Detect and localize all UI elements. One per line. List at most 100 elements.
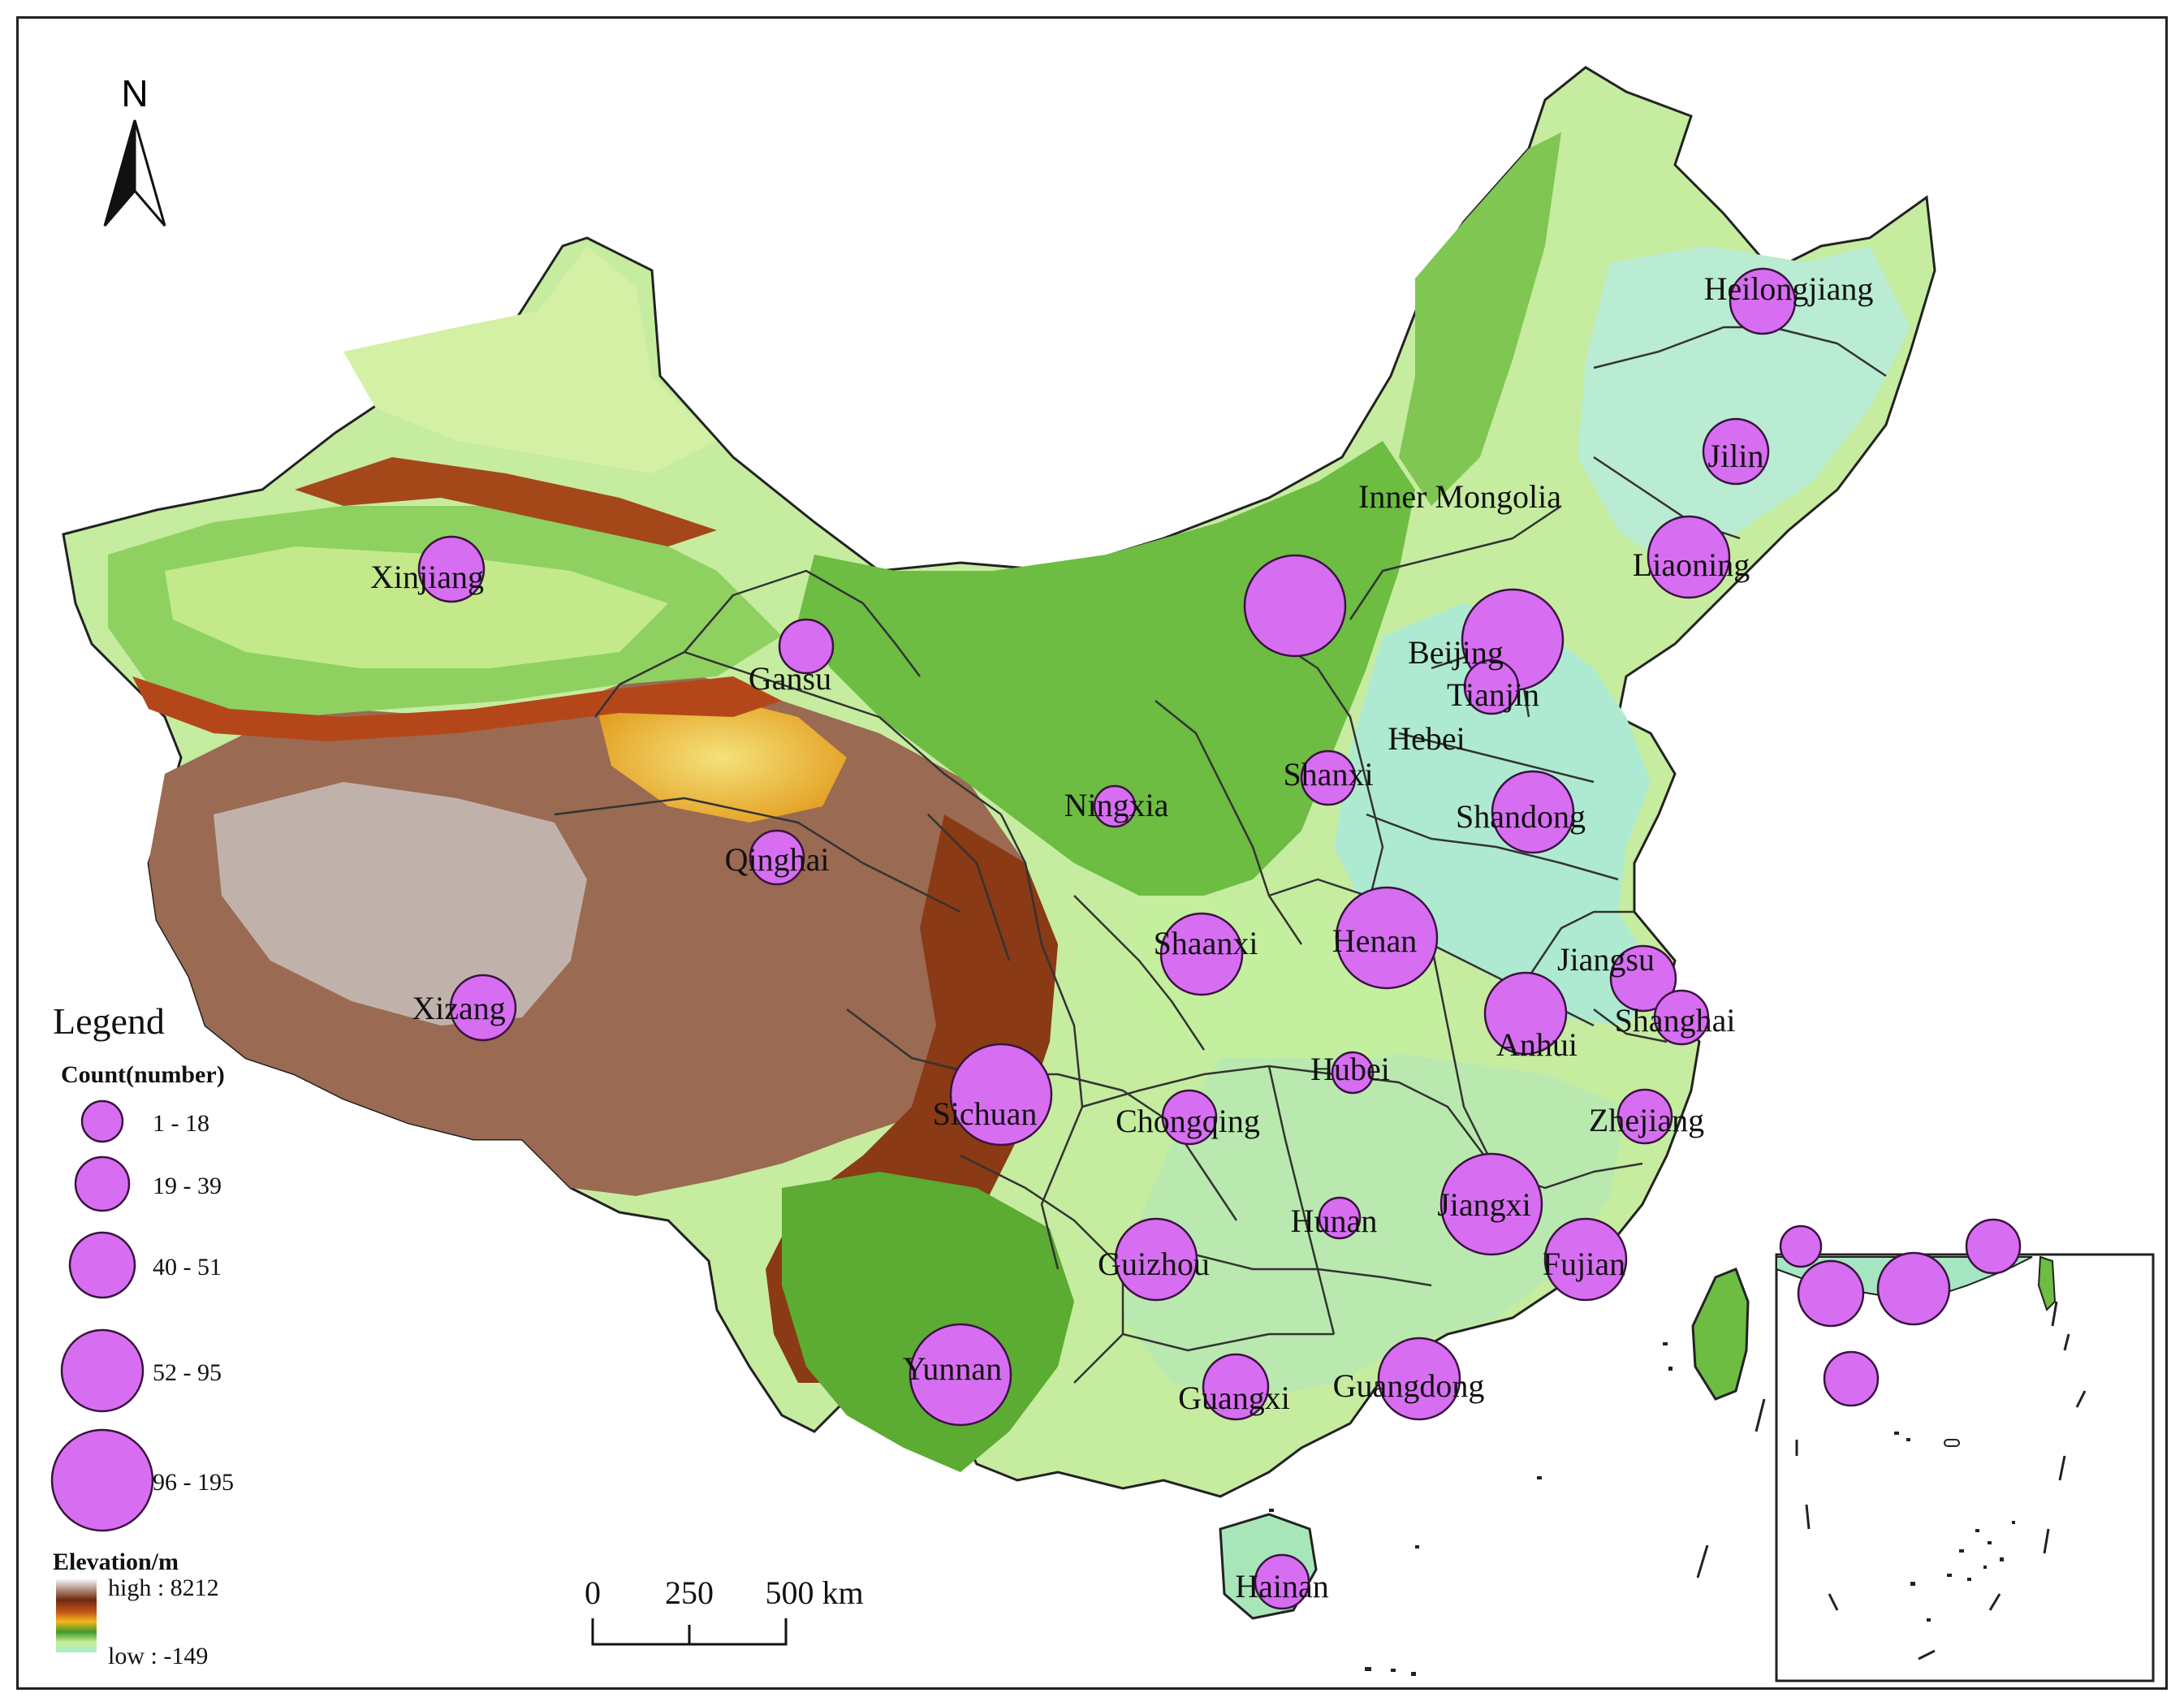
count-symbol-liaoning [1647, 515, 1731, 599]
south-plain-terrain [1123, 1042, 1626, 1399]
tibet-snow-terrain [214, 782, 587, 1026]
count-symbol-jiangxi [1439, 1152, 1543, 1256]
legend-symbol-class-2 [74, 1155, 131, 1212]
province-label-hebei: Hebei [1388, 720, 1465, 757]
province-label-xizang: Xizang [412, 990, 506, 1026]
province-label-tianjin: Tianjin [1447, 676, 1539, 713]
count-symbol-shanghai [1653, 989, 1710, 1046]
count-symbol-anhui [1483, 971, 1568, 1056]
legend-symbol-class-5 [50, 1428, 154, 1532]
count-title: Count(number) [61, 1061, 225, 1088]
count-symbol-guangxi [1202, 1353, 1270, 1421]
province-label-heilongjiang: Heilongjiang [1704, 270, 1874, 307]
count-symbol-chongqing [1161, 1089, 1218, 1146]
province-label-jilin: Jilin [1708, 438, 1764, 474]
north-mountain-terrain [798, 441, 1415, 896]
province-label-anhui: Anhui [1496, 1026, 1578, 1063]
province-labels-layer: Heilongjiang Jilin Inner Mongolia Liaoning X… [370, 270, 1873, 1605]
legend: Legend Count(number) 1 - 18 19 - 39 40 - 5… [50, 1000, 234, 1669]
tianshan-ridge-terrain [295, 457, 717, 546]
scale-bar-line [591, 1618, 788, 1646]
province-label-shanghai: Shanghai [1615, 1002, 1736, 1039]
count-symbol-shaanxi [1159, 912, 1244, 996]
elevation-low-label: low : -149 [108, 1643, 208, 1669]
province-label-shaanxi: Shaanxi [1154, 925, 1258, 961]
count-symbol-sichuan [949, 1043, 1053, 1147]
province-label-chongqing: Chongqing [1116, 1103, 1260, 1139]
scale-tick-500: 500 km [765, 1574, 863, 1611]
taiwan-island [1691, 1268, 1750, 1401]
count-symbol-jilin [1702, 417, 1770, 486]
inset-count-symbol [1797, 1259, 1865, 1328]
scale-tick-0: 0 [585, 1574, 601, 1611]
legend-label-class-1: 1 - 18 [153, 1110, 209, 1137]
province-label-ningxia: Ningxia [1064, 787, 1169, 823]
count-symbol-guangdong [1377, 1337, 1461, 1421]
scale-tick-250: 250 [665, 1574, 714, 1611]
count-symbol-henan [1335, 886, 1439, 990]
province-label-hubei: Hubei [1310, 1051, 1390, 1087]
count-symbol-fujian [1543, 1217, 1628, 1302]
elevation-color-ramp [56, 1579, 97, 1652]
province-label-gansu: Gansu [749, 660, 831, 697]
count-symbol-shanxi [1300, 749, 1357, 806]
count-symbol-hubei [1331, 1051, 1375, 1095]
province-label-qinghai: Qinghai [725, 841, 830, 878]
legend-symbol-class-3 [68, 1231, 136, 1299]
count-symbol-qinghai [749, 829, 805, 886]
count-symbol-heilongjiang [1729, 267, 1797, 335]
scale-bar: 0 250 500 km [585, 1574, 864, 1646]
map-frame: Heilongjiang Jilin Inner Mongolia Liaoning X… [16, 16, 2168, 1690]
tarim-desert-terrain [165, 546, 668, 668]
legend-symbol-class-4 [60, 1328, 145, 1413]
province-label-guangdong: Guangdong [1333, 1367, 1485, 1404]
north-arrow-left-icon [103, 119, 136, 227]
count-symbol-hunan [1318, 1196, 1362, 1240]
count-symbol-ningxia [1093, 784, 1137, 828]
province-label-sichuan: Sichuan [933, 1095, 1038, 1132]
dzungaria-basin-terrain [343, 246, 717, 473]
kunlun-ridge-terrain [132, 676, 782, 741]
province-label-guangxi: Guangxi [1178, 1380, 1290, 1416]
legend-label-class-2: 19 - 39 [153, 1173, 222, 1199]
count-symbol-hainan [1254, 1553, 1310, 1610]
count-symbol-tianjin [1463, 659, 1520, 715]
count-symbol-guizhou [1114, 1217, 1198, 1302]
province-label-jiangsu: Jiangsu [1557, 941, 1655, 978]
province-label-yunnan: Yunnan [903, 1350, 1002, 1387]
province-label-liaoning: Liaoning [1633, 546, 1750, 583]
count-symbol-zhejiang [1616, 1088, 1673, 1145]
nine-dash-segments [1696, 1398, 1766, 1579]
province-label-inner-mongolia: Inner Mongolia [1358, 478, 1561, 515]
province-label-henan: Henan [1332, 922, 1417, 959]
qinghai-basin-terrain [595, 693, 847, 823]
northeast-forest-terrain [1399, 132, 1561, 506]
north-label: N [121, 72, 148, 114]
elevation-title: Elevation/m [53, 1548, 179, 1575]
legend-label-class-5: 96 - 195 [153, 1469, 234, 1496]
province-label-shandong: Shandong [1456, 798, 1586, 835]
coastal-islands [1269, 1342, 1673, 1676]
province-label-hainan: Hainan [1235, 1568, 1329, 1605]
province-label-shanxi: Shanxi [1283, 756, 1373, 793]
inset-count-symbol [1876, 1251, 1951, 1326]
legend-title: Legend [53, 1000, 165, 1042]
count-symbol-shandong [1491, 770, 1575, 854]
count-symbol-inner-mongolia [1243, 554, 1347, 658]
count-symbol-xinjiang [417, 535, 486, 603]
north-arrow: N [103, 72, 166, 227]
inset-count-symbol [1965, 1218, 2022, 1275]
inset-count-symbol [1823, 1350, 1880, 1407]
elevation-high-label: high : 8212 [108, 1574, 219, 1601]
legend-label-class-3: 40 - 51 [153, 1254, 222, 1281]
count-symbols-layer [417, 267, 1797, 1610]
province-label-zhejiang: Zhejiang [1589, 1102, 1704, 1138]
map-canvas: Heilongjiang Jilin Inner Mongolia Liaoning X… [50, 66, 2155, 1682]
count-symbol-yunnan [909, 1323, 1012, 1427]
province-label-jiangxi: Jiangxi [1437, 1186, 1531, 1223]
inset-symbols-layer [1779, 1218, 2022, 1407]
legend-label-class-4: 52 - 95 [153, 1359, 222, 1386]
province-label-hunan: Hunan [1291, 1203, 1378, 1239]
count-symbol-gansu [778, 618, 835, 675]
count-symbol-xizang [449, 974, 517, 1042]
